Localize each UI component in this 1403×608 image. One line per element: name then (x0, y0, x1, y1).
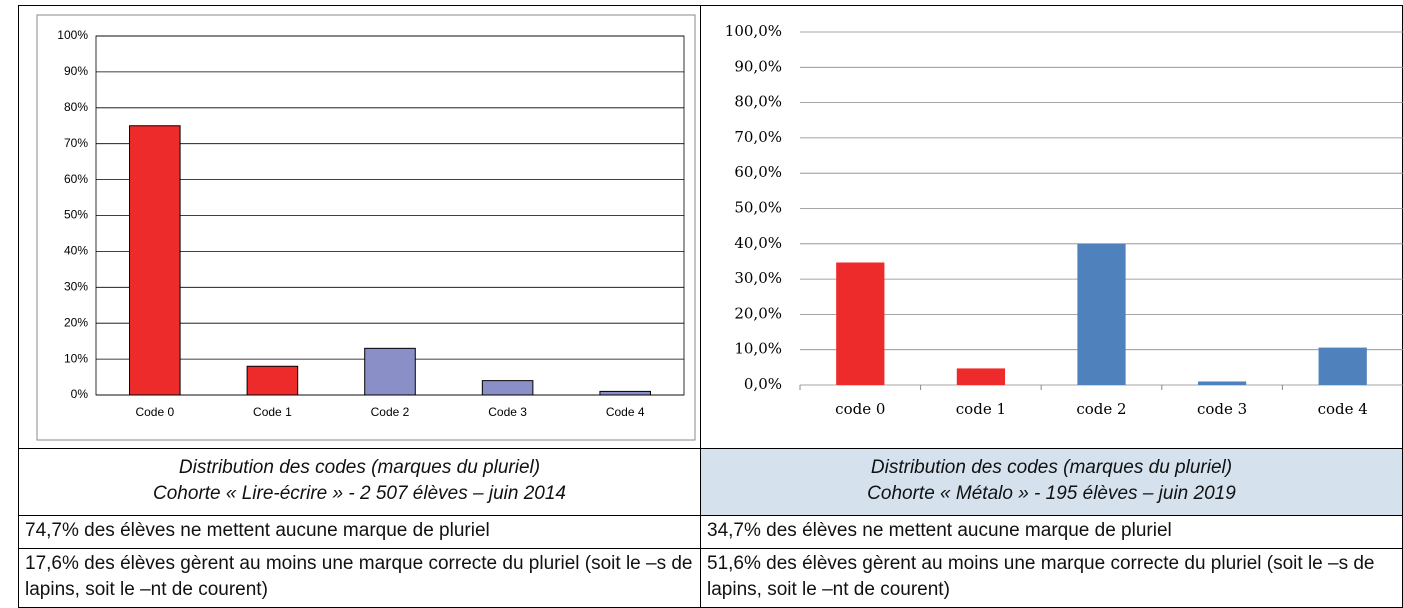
x-tick-label: Code 4 (606, 405, 645, 419)
bar (599, 390, 651, 396)
caption-line: Distribution des codes (marques du pluri… (870, 457, 1233, 478)
bar (1197, 381, 1247, 385)
y-tick-label: 70% (64, 136, 88, 150)
y-tick-label: 50% (64, 208, 88, 222)
table-cell: 34,7% des élèves ne mettent aucune marqu… (700, 515, 1403, 549)
x-tick-label: code 3 (1197, 400, 1247, 418)
x-tick-label: code 0 (835, 400, 885, 418)
y-tick-label: 100,0% (725, 22, 782, 40)
x-tick-label: code 2 (1076, 400, 1126, 418)
y-tick-label: 30% (64, 279, 88, 293)
bar (364, 347, 416, 396)
y-tick-label: 60% (64, 172, 88, 186)
table-cell: 74,7% des élèves ne mettent aucune marqu… (18, 515, 701, 549)
x-tick-label: Code 0 (135, 405, 174, 419)
bar (1077, 243, 1126, 385)
y-tick-label: 100% (57, 28, 88, 42)
chart-frame (36, 14, 696, 441)
x-tick-label: code 4 (1318, 400, 1368, 418)
bar (481, 380, 534, 396)
bar (246, 365, 299, 396)
y-tick-label: 30,0% (734, 269, 782, 287)
y-tick-label: 10% (64, 351, 88, 365)
y-tick-label: 50,0% (734, 199, 782, 217)
y-tick-label: 70,0% (734, 128, 782, 146)
charts: 0% 10% 20% 30% 40% 50% 60% 70% 80% 90% 100% Code 0 C… (36, 14, 1403, 441)
bar (129, 125, 181, 396)
y-tick-label: 60,0% (734, 163, 782, 181)
y-tick-label: 20,0% (734, 304, 782, 322)
y-tick-label: 40% (64, 244, 88, 258)
x-tick-label: Code 3 (488, 405, 527, 419)
y-tick-label: 10,0% (734, 340, 782, 358)
y-tick-label: 80% (64, 100, 88, 114)
y-tick-label: 0,0% (744, 375, 782, 393)
caption-line: Distribution des codes (marques du pluri… (178, 457, 541, 478)
y-tick-label: 90% (64, 64, 88, 78)
bar (956, 368, 1006, 385)
x-tick-label: code 1 (956, 400, 1006, 418)
table-cell: 17,6% des élèves gèrent au moins une mar… (18, 548, 701, 608)
caption-line: Cohorte « Lire-écrire » - 2 507 élèves –… (153, 483, 566, 504)
y-tick-label: 0% (71, 387, 89, 401)
caption-cell: Distribution des codes (marques du pluri… (700, 448, 1403, 516)
y-tick-label: 90,0% (734, 57, 782, 75)
y-tick-label: 20% (64, 315, 88, 329)
x-tick-label: Code 1 (253, 405, 292, 419)
bar (836, 262, 885, 385)
y-tick-label: 80,0% (734, 93, 782, 111)
table-cell: 51,6% des élèves gèrent au moins une mar… (700, 548, 1403, 608)
y-tick-label: 40,0% (734, 234, 782, 252)
caption-cell: Distribution des codes (marques du pluri… (18, 448, 701, 516)
caption-line: Cohorte « Métalo » - 195 élèves – juin 2… (867, 483, 1236, 504)
bar (1318, 347, 1367, 385)
x-tick-label: Code 2 (371, 405, 410, 419)
